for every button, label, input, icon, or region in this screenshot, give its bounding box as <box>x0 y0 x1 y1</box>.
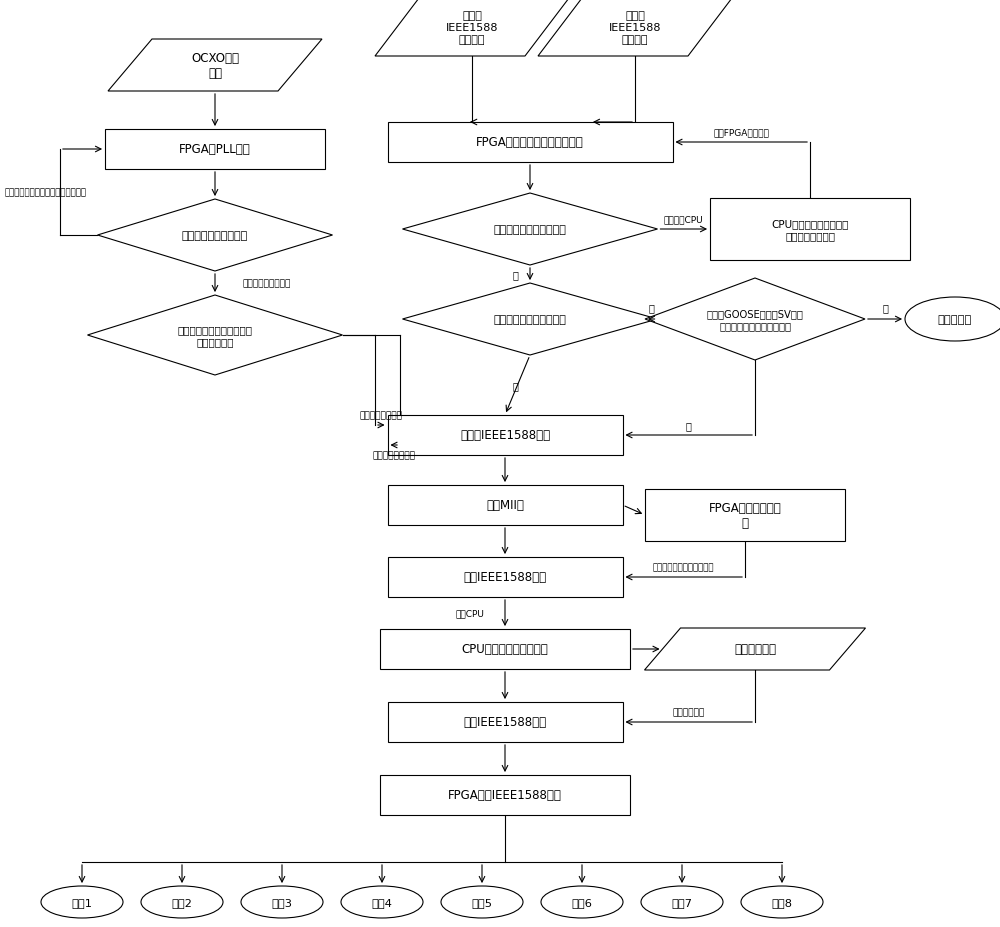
Text: 否: 否 <box>882 303 888 312</box>
Polygon shape <box>375 0 569 57</box>
Text: FPGA内PLL回路: FPGA内PLL回路 <box>179 144 251 157</box>
Text: 产生自身基准: 产生自身基准 <box>734 642 776 655</box>
FancyBboxPatch shape <box>388 415 622 455</box>
Polygon shape <box>88 296 342 375</box>
Ellipse shape <box>641 886 723 918</box>
Ellipse shape <box>341 886 423 918</box>
Text: 是: 是 <box>512 270 518 280</box>
Text: FPGA获取硬件时间
戳: FPGA获取硬件时间 戳 <box>709 502 781 529</box>
Polygon shape <box>645 279 865 361</box>
Ellipse shape <box>441 886 523 918</box>
Text: 是: 是 <box>686 421 692 430</box>
Ellipse shape <box>41 886 123 918</box>
FancyBboxPatch shape <box>388 123 672 163</box>
FancyBboxPatch shape <box>710 198 910 260</box>
Text: 将时间戳添加在原报文之后: 将时间戳添加在原报文之后 <box>653 563 714 572</box>
Text: FPGA发送IEEE1588报文: FPGA发送IEEE1588报文 <box>448 789 562 802</box>
Text: 端口5: 端口5 <box>472 897 492 907</box>
Polygon shape <box>644 629 865 670</box>
Polygon shape <box>108 40 322 92</box>
FancyBboxPatch shape <box>388 557 622 597</box>
Text: 是否为GOOSE报文，SV报文
等设备正常运行需要的报文: 是否为GOOSE报文，SV报文 等设备正常运行需要的报文 <box>707 309 803 330</box>
Text: 端口4: 端口4 <box>372 897 392 907</box>
FancyBboxPatch shape <box>388 486 622 526</box>
Text: 是否通过最佳主时钟算法: 是否通过最佳主时钟算法 <box>494 224 566 235</box>
Text: 通道内是否还有其他报文: 通道内是否还有其他报文 <box>494 314 566 324</box>
Text: 端口7: 端口7 <box>672 897 692 907</box>
Text: 丢弃此报文: 丢弃此报文 <box>938 314 972 324</box>
Text: 否，输出回馈信号: 否，输出回馈信号 <box>360 411 403 420</box>
Ellipse shape <box>141 886 223 918</box>
Text: 进入MII层: 进入MII层 <box>486 499 524 512</box>
Text: 外部输入信号与回馈信号相
位差是否稳定: 外部输入信号与回馈信号相 位差是否稳定 <box>178 324 252 347</box>
Text: 端口6: 端口6 <box>572 897 592 907</box>
Ellipse shape <box>905 298 1000 342</box>
Text: 告知FPGA选取哪路: 告知FPGA选取哪路 <box>713 128 769 137</box>
Text: 端口8: 端口8 <box>772 897 792 907</box>
FancyBboxPatch shape <box>105 130 325 170</box>
Polygon shape <box>538 0 732 57</box>
Text: 使用自身基准: 使用自身基准 <box>673 707 705 717</box>
Text: 构建IEEE1588报文: 构建IEEE1588报文 <box>463 716 547 729</box>
Text: CPU根据报文使装置同步: CPU根据报文使装置同步 <box>462 642 548 655</box>
Polygon shape <box>403 194 657 266</box>
Text: CPU通过最佳主时钟算法
选取其中一路报文: CPU通过最佳主时钟算法 选取其中一路报文 <box>771 219 849 240</box>
Text: 否，传给CPU: 否，传给CPU <box>664 215 704 224</box>
Text: OCXO正常
输出: OCXO正常 输出 <box>191 52 239 80</box>
Text: 否，还存在回馈信号: 否，还存在回馈信号 <box>243 279 291 288</box>
Polygon shape <box>403 284 657 356</box>
Ellipse shape <box>741 886 823 918</box>
Text: 端口2: 端口2 <box>172 897 192 907</box>
Ellipse shape <box>541 886 623 918</box>
Text: 稳定的IEEE1588报文: 稳定的IEEE1588报文 <box>460 429 550 442</box>
FancyBboxPatch shape <box>380 775 630 815</box>
Text: 是，直接按照输入信号输出回馈信号: 是，直接按照输入信号输出回馈信号 <box>5 188 87 197</box>
Ellipse shape <box>241 886 323 918</box>
Polygon shape <box>97 200 332 272</box>
Text: 第一路
IEEE1588
报文输入: 第一路 IEEE1588 报文输入 <box>446 11 498 44</box>
Text: 端口3: 端口3 <box>272 897 292 907</box>
Text: 是否只有外部输入信号: 是否只有外部输入信号 <box>182 231 248 241</box>
Text: 端口1: 端口1 <box>72 897 92 907</box>
FancyBboxPatch shape <box>388 703 622 743</box>
Text: FPGA获取每路报文的特征信息: FPGA获取每路报文的特征信息 <box>476 136 584 149</box>
Text: 是，输出输入信号: 是，输出输入信号 <box>372 451 415 460</box>
FancyBboxPatch shape <box>380 629 630 669</box>
Text: 重建IEEE1588报文: 重建IEEE1588报文 <box>463 571 547 584</box>
FancyBboxPatch shape <box>645 489 845 541</box>
Text: 否: 否 <box>512 381 518 390</box>
Text: 传给CPU: 传给CPU <box>456 609 484 617</box>
Text: 是: 是 <box>648 303 654 312</box>
Text: 第二路
IEEE1588
报文输入: 第二路 IEEE1588 报文输入 <box>609 11 661 44</box>
